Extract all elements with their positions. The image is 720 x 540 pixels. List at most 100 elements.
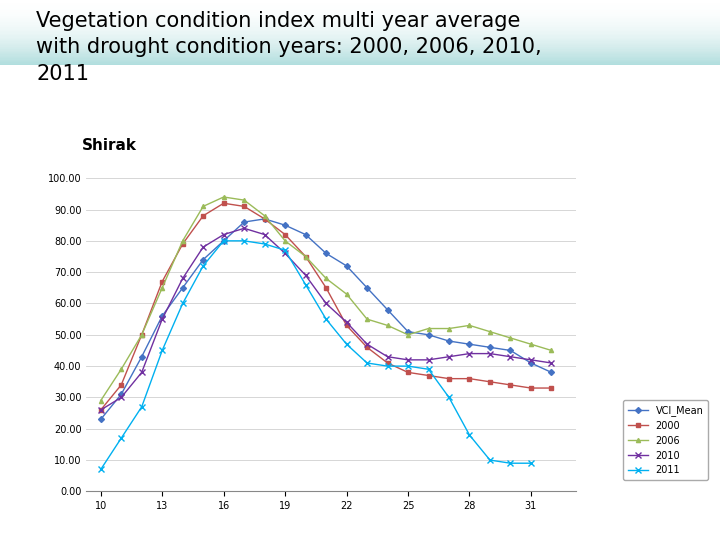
2000	[138, 332, 146, 338]
2000	[301, 253, 310, 260]
VCI_Mean	[342, 262, 351, 269]
2011	[424, 366, 433, 373]
Bar	[0, 36, 720, 38]
2006	[199, 203, 207, 210]
2000	[179, 241, 187, 247]
2011	[383, 363, 392, 369]
2011	[96, 466, 105, 472]
VCI_Mean	[179, 285, 187, 291]
Bar	[0, 17, 720, 18]
2011	[138, 403, 146, 410]
2011	[240, 238, 248, 244]
VCI_Mean	[424, 332, 433, 338]
2000	[96, 407, 105, 413]
2011	[445, 394, 454, 401]
2000	[158, 278, 166, 285]
2000	[199, 213, 207, 219]
2006	[220, 194, 228, 200]
2011	[261, 241, 269, 247]
Bar	[0, 21, 720, 22]
2006	[261, 213, 269, 219]
2011	[465, 432, 474, 438]
2006	[465, 322, 474, 329]
VCI_Mean	[526, 360, 535, 366]
Bar	[0, 5, 720, 6]
Bar	[0, 46, 720, 48]
2010	[547, 360, 556, 366]
Bar	[0, 56, 720, 57]
Bar	[0, 6, 720, 8]
2011	[506, 460, 515, 467]
Bar	[0, 45, 720, 46]
Bar	[0, 4, 720, 5]
2006	[281, 238, 289, 244]
Bar	[0, 1, 720, 3]
2010	[363, 341, 372, 347]
2010	[486, 350, 495, 357]
2010	[424, 356, 433, 363]
VCI_Mean	[383, 307, 392, 313]
2006	[404, 332, 413, 338]
Bar	[0, 52, 720, 53]
2000	[342, 322, 351, 329]
Bar	[0, 33, 720, 35]
Bar	[0, 3, 720, 4]
Bar	[0, 48, 720, 49]
2010	[526, 356, 535, 363]
2010	[261, 231, 269, 238]
2006	[383, 322, 392, 329]
Bar	[0, 42, 720, 43]
2011	[301, 281, 310, 288]
2010	[179, 275, 187, 282]
2000	[261, 215, 269, 222]
VCI_Mean	[547, 369, 556, 376]
VCI_Mean	[261, 215, 269, 222]
2011	[220, 238, 228, 244]
Bar	[0, 12, 720, 13]
2011	[342, 341, 351, 347]
VCI_Mean	[301, 231, 310, 238]
VCI_Mean	[158, 313, 166, 319]
2000	[383, 360, 392, 366]
2006	[158, 285, 166, 291]
2006	[445, 325, 454, 332]
Bar	[0, 9, 720, 10]
2006	[138, 332, 146, 338]
2010	[96, 407, 105, 413]
VCI_Mean	[138, 354, 146, 360]
2010	[138, 369, 146, 376]
2006	[96, 397, 105, 404]
2011	[486, 457, 495, 463]
Bar	[0, 8, 720, 9]
VCI_Mean	[506, 347, 515, 354]
Bar	[0, 25, 720, 26]
2010	[240, 225, 248, 232]
Bar	[0, 23, 720, 25]
VCI_Mean	[322, 250, 330, 256]
VCI_Mean	[465, 341, 474, 347]
2006	[526, 341, 535, 347]
2011	[322, 316, 330, 322]
Line: VCI_Mean: VCI_Mean	[99, 217, 554, 421]
2011	[158, 347, 166, 354]
2010	[322, 300, 330, 307]
Bar	[0, 22, 720, 23]
VCI_Mean	[486, 344, 495, 350]
VCI_Mean	[117, 391, 125, 397]
Bar	[0, 0, 720, 1]
2006	[506, 335, 515, 341]
2011	[117, 435, 125, 441]
2000	[281, 231, 289, 238]
VCI_Mean	[199, 256, 207, 263]
Bar	[0, 38, 720, 39]
2010	[342, 319, 351, 326]
Bar	[0, 27, 720, 29]
VCI_Mean	[96, 416, 105, 423]
Bar	[0, 26, 720, 27]
2000	[424, 372, 433, 379]
2011	[404, 363, 413, 369]
Bar	[0, 40, 720, 42]
2000	[526, 385, 535, 392]
2010	[158, 316, 166, 322]
Text: Shirak: Shirak	[81, 138, 137, 153]
